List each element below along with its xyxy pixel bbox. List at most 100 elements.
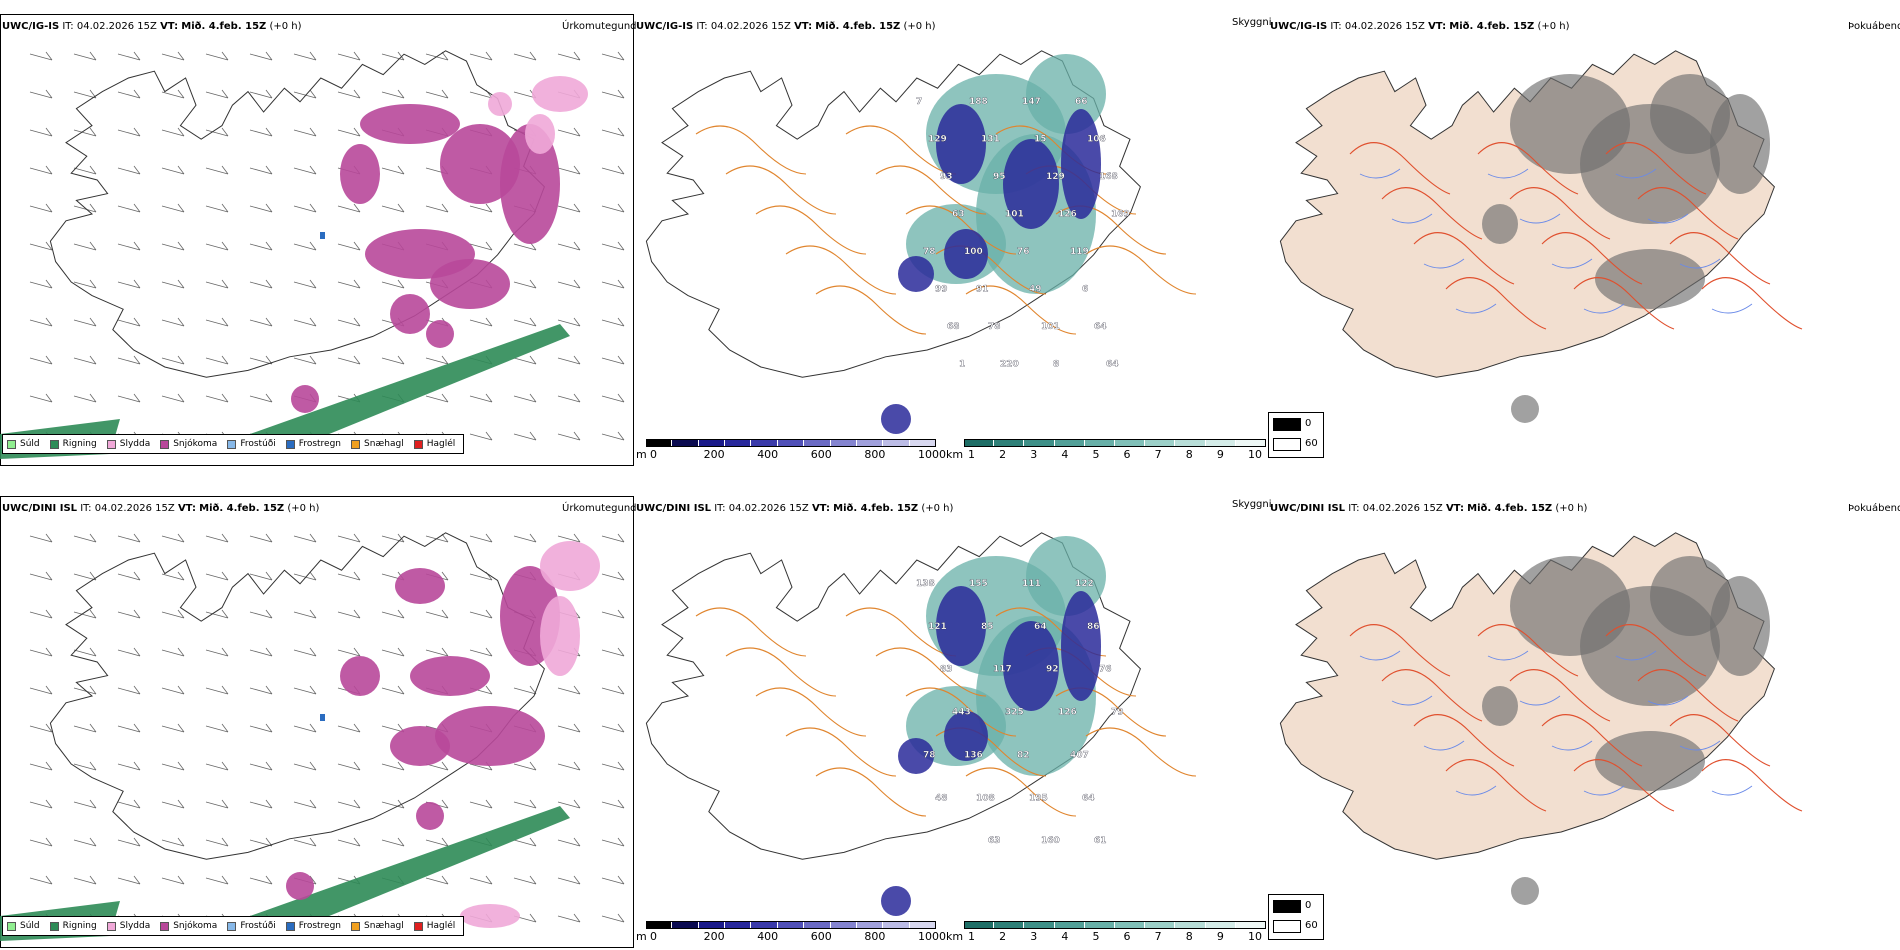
wind-barb: [161, 127, 185, 137]
fog-legend-swatch: [1273, 418, 1301, 431]
wind-barb: [249, 393, 273, 403]
colorbar-tick-label: 1: [968, 930, 975, 943]
colorbar-tick-label: 600: [810, 930, 832, 943]
wind-barb: [161, 279, 185, 289]
wind-barb: [249, 609, 273, 619]
wind-barb: [73, 317, 97, 327]
wind-barb: [557, 837, 581, 847]
legend-item: Snjókoma: [160, 921, 217, 931]
wind-barb: [117, 799, 141, 809]
wind-barb: [73, 723, 97, 733]
road-line: [1701, 759, 1803, 812]
colorbar-tick-label: 8: [1185, 930, 1193, 943]
colorbar-unit: km: [946, 448, 964, 461]
visibility-value-label: 99: [935, 285, 948, 295]
iceland-coastline: [645, 50, 1141, 378]
wind-barb: [29, 203, 53, 213]
wind-barb: [381, 203, 405, 213]
colorbar-segment: [777, 439, 805, 447]
terrain-height-area: [936, 586, 986, 666]
visibility-value-label: 61: [1094, 836, 1107, 846]
river-line: [1423, 258, 1465, 269]
wind-barb: [73, 355, 97, 365]
panel1-title: Úrkomutegund: [562, 503, 637, 514]
wind-barb: [557, 317, 581, 327]
fog-legend-swatch: [1273, 900, 1301, 913]
wind-barb: [337, 89, 361, 99]
wind-barb: [29, 571, 53, 581]
wind-barb: [293, 127, 317, 137]
wind-barb: [161, 723, 185, 733]
river-line: [1679, 258, 1721, 269]
wind-barb: [73, 533, 97, 543]
river-line: [1583, 303, 1625, 314]
wind-barb: [73, 393, 97, 403]
colorbar-segment: [1054, 439, 1085, 447]
legend-item: Súld: [7, 439, 40, 449]
wind-barb: [469, 609, 493, 619]
visibility-value-label: 220: [1000, 360, 1019, 370]
wind-barb: [337, 317, 361, 327]
visibility-value-label: 78: [923, 247, 936, 257]
wind-barb: [513, 761, 537, 771]
legend-item: Frostregn: [285, 921, 341, 931]
wind-barb: [249, 355, 273, 365]
wind-barb: [425, 761, 449, 771]
fog-legend-swatch: [1273, 438, 1301, 451]
wind-barb: [513, 431, 537, 441]
wind-barb: [293, 571, 317, 581]
colorbar-tick-label: 9: [1216, 930, 1224, 943]
river-line: [1359, 168, 1401, 179]
legend-label: Haglél: [426, 921, 456, 931]
wind-barb: [205, 647, 229, 657]
fog-area: [1511, 877, 1539, 905]
precip-type-legend: Súld Rigning Slydda Snjókoma Frostúði Frostre…: [2, 434, 464, 454]
legend-item: Snæhagl: [351, 439, 404, 449]
wind-barb: [381, 609, 405, 619]
wind-barb: [249, 837, 273, 847]
visibility-value-label: 111: [1022, 579, 1041, 589]
road-line: [1701, 277, 1803, 330]
wind-barb: [293, 51, 317, 61]
road-line: [1477, 624, 1579, 677]
legend-label: Snæhagl: [364, 439, 404, 449]
wind-barb: [117, 571, 141, 581]
fog-area: [1482, 686, 1518, 726]
colorbar-segment: [751, 921, 778, 929]
river-line: [1519, 213, 1561, 224]
wind-barb: [557, 723, 581, 733]
visibility-value-label: 188: [969, 97, 988, 107]
wind-barb: [337, 279, 361, 289]
wind-barb: [513, 685, 537, 695]
road-line: [1541, 232, 1643, 285]
wind-barb: [205, 571, 229, 581]
wind-barb: [73, 761, 97, 771]
fog-legend-swatch: [1273, 920, 1301, 933]
road-line: [965, 767, 1077, 817]
wind-barb: [425, 609, 449, 619]
wind-barb: [73, 241, 97, 251]
wind-barb: [601, 685, 625, 695]
precip-map-layer: [0, 532, 625, 941]
legend-swatch: [160, 439, 170, 449]
sleet-area: [460, 904, 520, 928]
legend-swatch: [7, 921, 16, 931]
colorbar-segment: [725, 439, 752, 447]
colorbar-tick-label: 5: [1092, 930, 1100, 943]
wind-barb: [337, 127, 361, 137]
visibility-value-label: 407: [1070, 750, 1089, 760]
row1-panel2-header: UWC/IG-IS IT: 04.02.2026 15Z VT: Mið. 4.…: [636, 21, 936, 32]
snowfall-area: [500, 124, 560, 244]
legend-item: Súld: [7, 921, 40, 931]
rain-area: [250, 806, 570, 936]
river-line: [1647, 213, 1689, 224]
wind-barb: [161, 355, 185, 365]
wind-barb: [337, 647, 361, 657]
visibility-value-label: 108: [976, 793, 995, 803]
road-line: [785, 727, 897, 777]
colorbar-segment: [725, 921, 752, 929]
wind-barb: [293, 203, 317, 213]
wind-barb: [29, 279, 53, 289]
road-line: [815, 285, 927, 335]
